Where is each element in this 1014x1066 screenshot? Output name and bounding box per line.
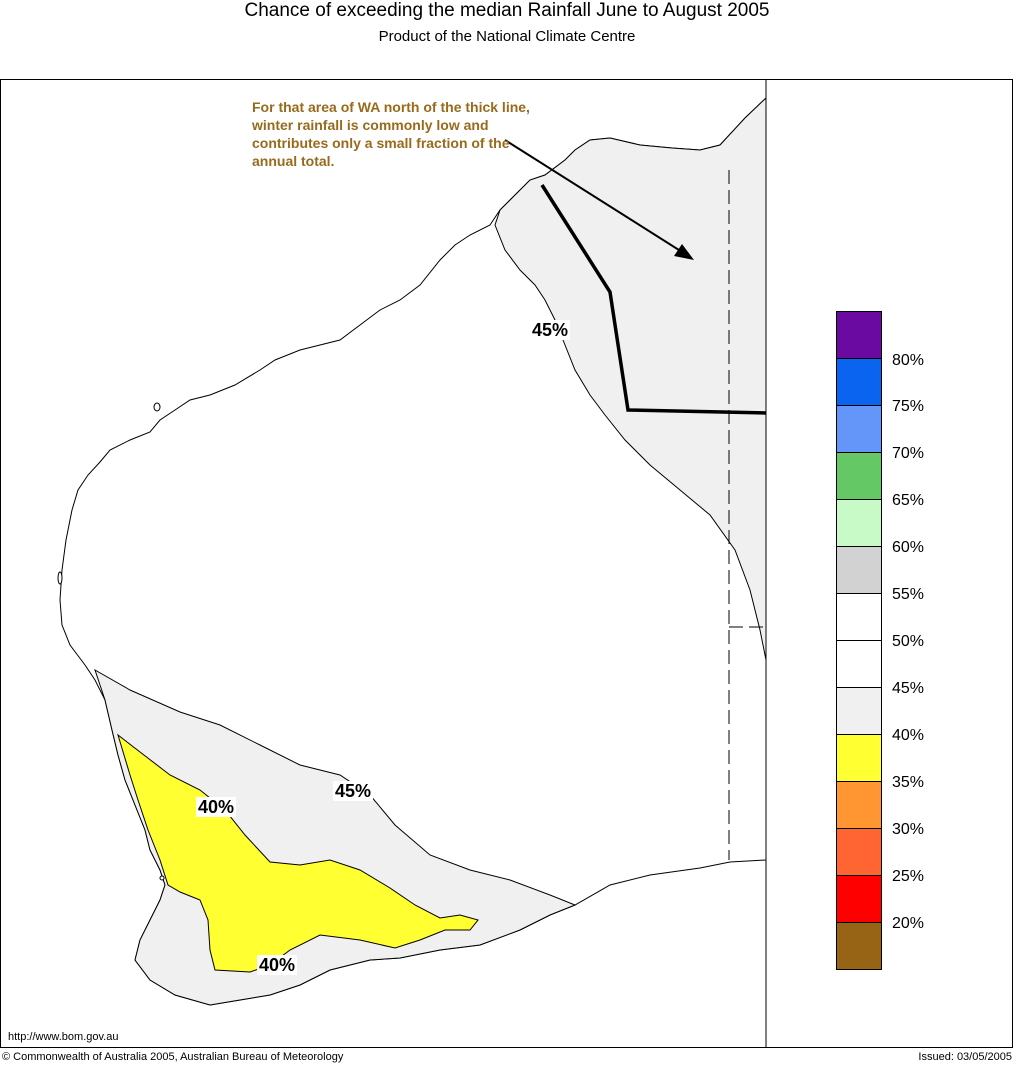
region-yellow xyxy=(117,733,479,973)
legend-swatch xyxy=(836,781,882,829)
legend-swatch xyxy=(836,734,882,782)
annotation-arrow-line xyxy=(504,139,691,258)
island-3 xyxy=(159,875,165,881)
legend-swatch xyxy=(836,593,882,641)
legend-label-80: 80% xyxy=(892,352,925,369)
map-frame xyxy=(0,79,1013,1048)
legend-label-30: 30% xyxy=(892,821,925,838)
legend-swatch xyxy=(836,875,882,923)
source-url[interactable]: http://www.bom.gov.au xyxy=(8,1031,119,1043)
map-title: Chance of exceeding the median Rainfall … xyxy=(244,0,770,21)
legend-swatch xyxy=(836,358,882,406)
legend-label-25: 25% xyxy=(892,868,925,885)
region-north-grey xyxy=(494,96,767,661)
legend-label-35: 35% xyxy=(892,774,925,791)
issued-date: Issued: 03/05/2005 xyxy=(918,1051,1012,1063)
contour-label-south-40: 40% xyxy=(257,955,298,975)
legend-swatch xyxy=(836,922,882,970)
legend-label-60: 60% xyxy=(892,539,925,556)
legend-label-75: 75% xyxy=(892,398,925,415)
contour-label-south-45: 45% xyxy=(333,781,374,801)
legend-swatch xyxy=(836,828,882,876)
legend-label-20: 20% xyxy=(892,915,925,932)
island-1 xyxy=(153,402,161,412)
winter-rainfall-boundary xyxy=(540,184,767,415)
legend-label-50: 50% xyxy=(892,633,925,650)
legend-swatch xyxy=(836,640,882,688)
annotation-text: For that area of WA north of the thick l… xyxy=(252,99,530,169)
legend-swatch xyxy=(836,311,882,359)
island-2 xyxy=(57,571,63,585)
legend-swatch xyxy=(836,452,882,500)
contour-label-west-40: 40% xyxy=(196,797,237,817)
map-subtitle: Product of the National Climate Centre xyxy=(378,28,636,45)
legend-label-45: 45% xyxy=(892,680,925,697)
copyright-notice: © Commonwealth of Australia 2005, Austra… xyxy=(2,1051,344,1063)
map-border xyxy=(0,79,1013,1048)
legend-label-40: 40% xyxy=(892,727,925,744)
legend-swatch xyxy=(836,546,882,594)
legend-label-70: 70% xyxy=(892,445,925,462)
legend-label-55: 55% xyxy=(892,586,925,603)
legend-swatch xyxy=(836,405,882,453)
legend-label-65: 65% xyxy=(892,492,925,509)
legend-color-bar xyxy=(836,311,882,970)
contour-label-north: 45% xyxy=(530,320,571,340)
legend-swatch xyxy=(836,687,882,735)
annotation-arrow-head xyxy=(674,244,694,260)
legend-swatch xyxy=(836,499,882,547)
